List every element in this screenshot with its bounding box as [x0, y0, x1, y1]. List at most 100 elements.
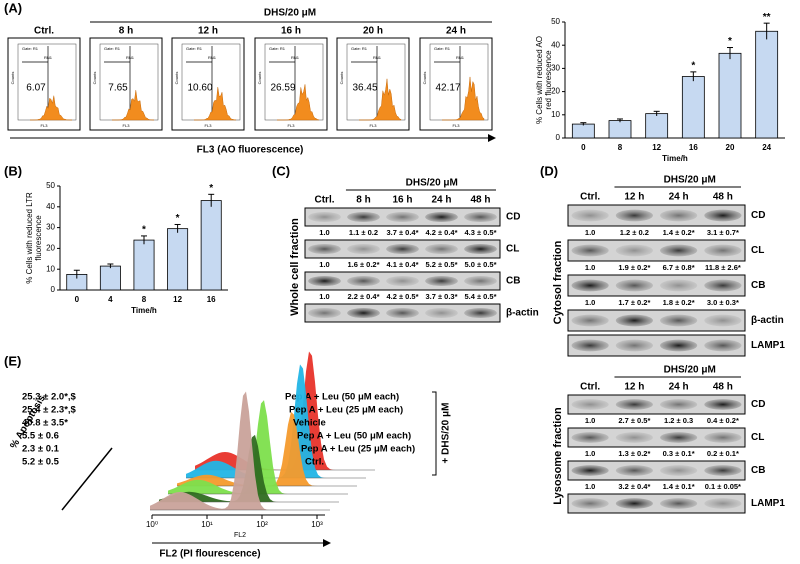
significance-label: *: [691, 61, 695, 72]
histogram-curve: [359, 78, 402, 121]
quantification: 6.7 ± 0.8*: [663, 263, 695, 272]
histogram-curve: [29, 95, 73, 121]
treatment-label: DHS/20 μM: [664, 175, 716, 186]
blot-strip: [567, 394, 746, 415]
histogram-percent: 36.45: [352, 83, 377, 94]
histogram-frame: [171, 37, 245, 131]
lane-label: 12 h: [624, 382, 644, 393]
blot-band: [704, 314, 742, 327]
blot-band: [308, 243, 341, 255]
x-tick-label: 20: [726, 143, 735, 152]
apoptosis-axis: [61, 447, 113, 511]
histogram-frame: [254, 37, 328, 131]
y-tick-label: 0: [51, 285, 56, 294]
blot-band: [615, 465, 653, 476]
x-tick-label: 24: [762, 143, 771, 152]
blot-band: [571, 314, 609, 327]
treatment-label: DHS/20 μM: [406, 178, 458, 189]
blot-band: [347, 243, 380, 255]
quantification: 1.0: [319, 260, 329, 269]
blot-band: [571, 498, 609, 509]
blot-band: [615, 209, 653, 222]
quantification: 1.4 ± 0.1*: [663, 482, 695, 491]
gate-label: Gate: R1: [22, 46, 39, 51]
blot-band: [347, 307, 380, 319]
ridge: [150, 391, 330, 510]
bar: [133, 239, 155, 291]
x-axis-label: Time/h: [662, 154, 688, 163]
quantification: 3.0 ± 0.3*: [707, 298, 739, 307]
y-tick-label: 30: [46, 223, 55, 232]
histogram-curve: [442, 76, 485, 121]
x-tick-label: 8: [142, 295, 147, 304]
lane-label: 12 h: [624, 192, 644, 203]
blot-band: [571, 244, 609, 257]
quantification: 5.4 ± 0.5*: [464, 292, 496, 301]
hist-y-label: Counts: [422, 72, 427, 85]
series-label: Ctrl.: [305, 457, 324, 468]
blot-band: [615, 339, 653, 352]
apoptosis-value: 5.2 ± 0.5: [22, 457, 60, 468]
bar: [571, 123, 595, 139]
blot-band: [464, 275, 497, 287]
side-label: Lysosome fraction: [552, 407, 564, 505]
x-axis-label: FL3 (AO fluorescence): [197, 145, 304, 156]
histogram-percent: 26.59: [270, 83, 295, 94]
histogram-frame: [336, 37, 410, 131]
blot-band: [704, 209, 742, 222]
blot-band: [660, 339, 698, 352]
quantification: 3.2 ± 0.4*: [618, 482, 650, 491]
quantification: 1.0: [585, 298, 595, 307]
hist-x-label: FL3: [41, 123, 49, 128]
apoptosis-value: 25.3 ± 2.0*,$: [22, 392, 77, 403]
hist-y-label: Counts: [10, 72, 15, 85]
quantification: 4.3 ± 0.5*: [464, 228, 496, 237]
ridge: [186, 364, 366, 478]
blot-band: [704, 244, 742, 257]
blot-band: [615, 279, 653, 292]
bar: [681, 76, 705, 139]
blot-band: [464, 307, 497, 319]
blot-band: [615, 244, 653, 257]
y-tick-label: 50: [551, 17, 560, 26]
histogram-title: 24 h: [446, 26, 466, 37]
histogram-percent: 10.60: [187, 83, 212, 94]
quantification: 1.0: [319, 292, 329, 301]
x-tick-label: 16: [689, 143, 698, 152]
blot-strip: [567, 493, 746, 514]
x-axis-label: Time/h: [131, 306, 157, 315]
blot-band: [615, 432, 653, 443]
blot-band: [308, 307, 341, 319]
row-label: CB: [751, 280, 765, 291]
quantification: 3.1 ± 0.7*: [707, 228, 739, 237]
axis-name: FL2: [234, 532, 246, 539]
series-label: Pep A + Leu (25 μM each): [289, 405, 403, 416]
y-axis-label: % Cells with reduced AO: [535, 36, 544, 124]
bar: [608, 120, 632, 139]
y-tick-label: 40: [551, 40, 560, 49]
panel-label: (C): [272, 163, 290, 178]
blot-band: [660, 244, 698, 257]
blot-strip: [567, 274, 746, 297]
blot-band: [386, 243, 419, 255]
lane-label: 48 h: [713, 382, 733, 393]
y-tick-label: 50: [46, 181, 55, 190]
histogram-curve: [111, 90, 155, 121]
apoptosis-value: 25.4 ± 2.3*,$: [22, 405, 77, 416]
treatment-label: DHS/20 μM: [664, 365, 716, 376]
row-label: CD: [751, 210, 765, 221]
region-label: RN1: [126, 55, 135, 60]
x-tick-label: 12: [173, 295, 182, 304]
blot-band: [660, 498, 698, 509]
panel-label: (B): [4, 163, 22, 178]
blot-band: [660, 279, 698, 292]
blot-band: [425, 275, 458, 287]
hist-x-label: FL3: [453, 123, 461, 128]
hist-x-label: FL3: [370, 123, 378, 128]
blot-band: [386, 211, 419, 223]
quantification: 1.0: [585, 228, 595, 237]
bar: [645, 113, 669, 139]
hist-y-label: Counts: [257, 72, 262, 85]
blot-strip: [567, 239, 746, 262]
blot-band: [660, 314, 698, 327]
